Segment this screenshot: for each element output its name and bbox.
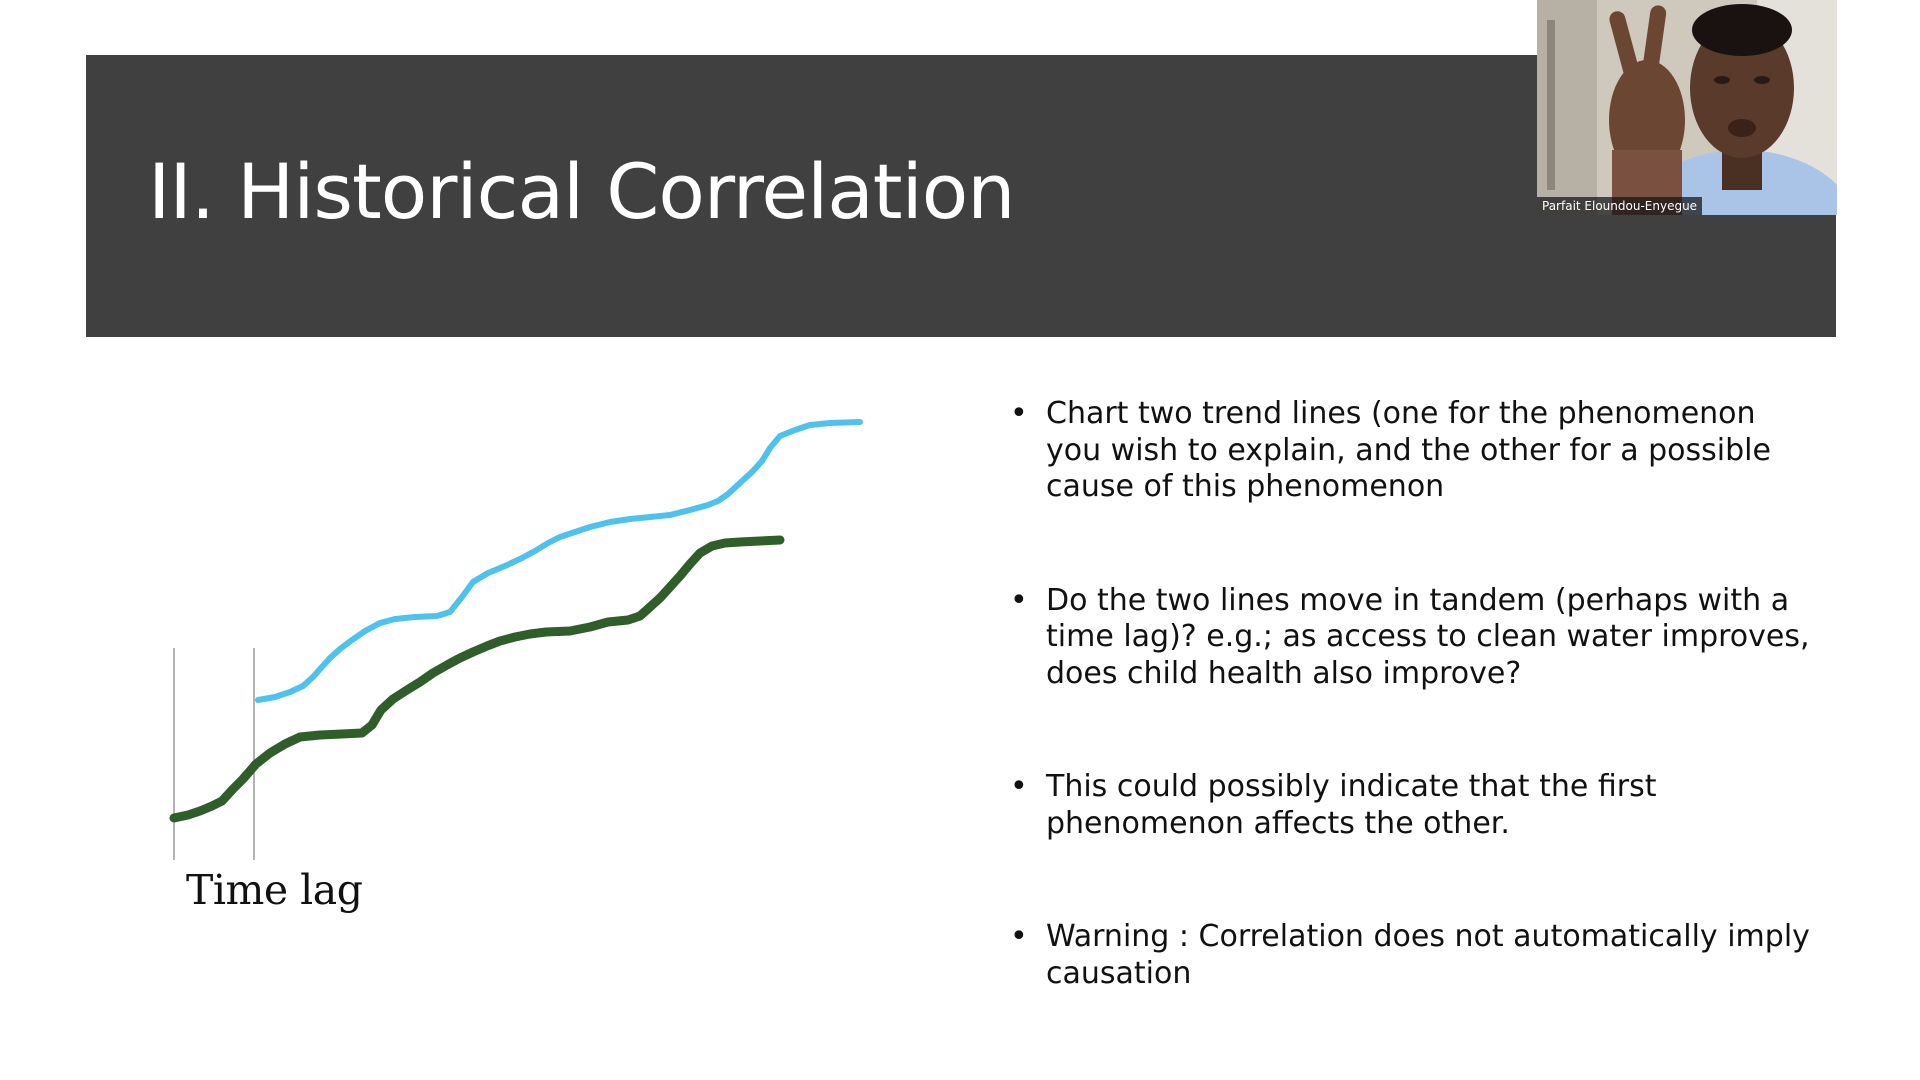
webcam-video-tile[interactable]: Parfait Eloundou-Enyegue	[1537, 0, 1837, 215]
effect-trend-line	[169, 535, 785, 823]
bullet-text: Warning : Correlation does not automatic…	[1046, 919, 1810, 991]
bullet-item: • Warning : Correlation does not automat…	[1010, 919, 1810, 992]
bullet-text: This could possibly indicate that the fi…	[1046, 769, 1657, 841]
cause-trend-line	[255, 419, 863, 703]
bullet-dot: •	[1010, 396, 1028, 431]
bullet-dot: •	[1010, 919, 1028, 954]
bullet-dot: •	[1010, 769, 1028, 804]
bullet-item: • Chart two trend lines (one for the phe…	[1010, 396, 1810, 506]
bullet-list: • Chart two trend lines (one for the phe…	[1010, 396, 1810, 992]
bullet-item: • Do the two lines move in tandem (perha…	[1010, 583, 1810, 693]
bullet-item: • This could possibly indicate that the …	[1010, 769, 1810, 842]
bullet-text: Chart two trend lines (one for the pheno…	[1046, 396, 1771, 504]
time-lag-label: Time lag	[186, 866, 363, 914]
bullet-dot: •	[1010, 582, 1028, 618]
participant-name-tag: Parfait Eloundou-Enyegue	[1537, 197, 1703, 215]
slide-title: II. Historical Correlation	[148, 147, 1015, 236]
webcam-video-frame	[1537, 0, 1837, 215]
bullet-text: Do the two lines move in tandem (perhaps…	[1046, 582, 1810, 691]
